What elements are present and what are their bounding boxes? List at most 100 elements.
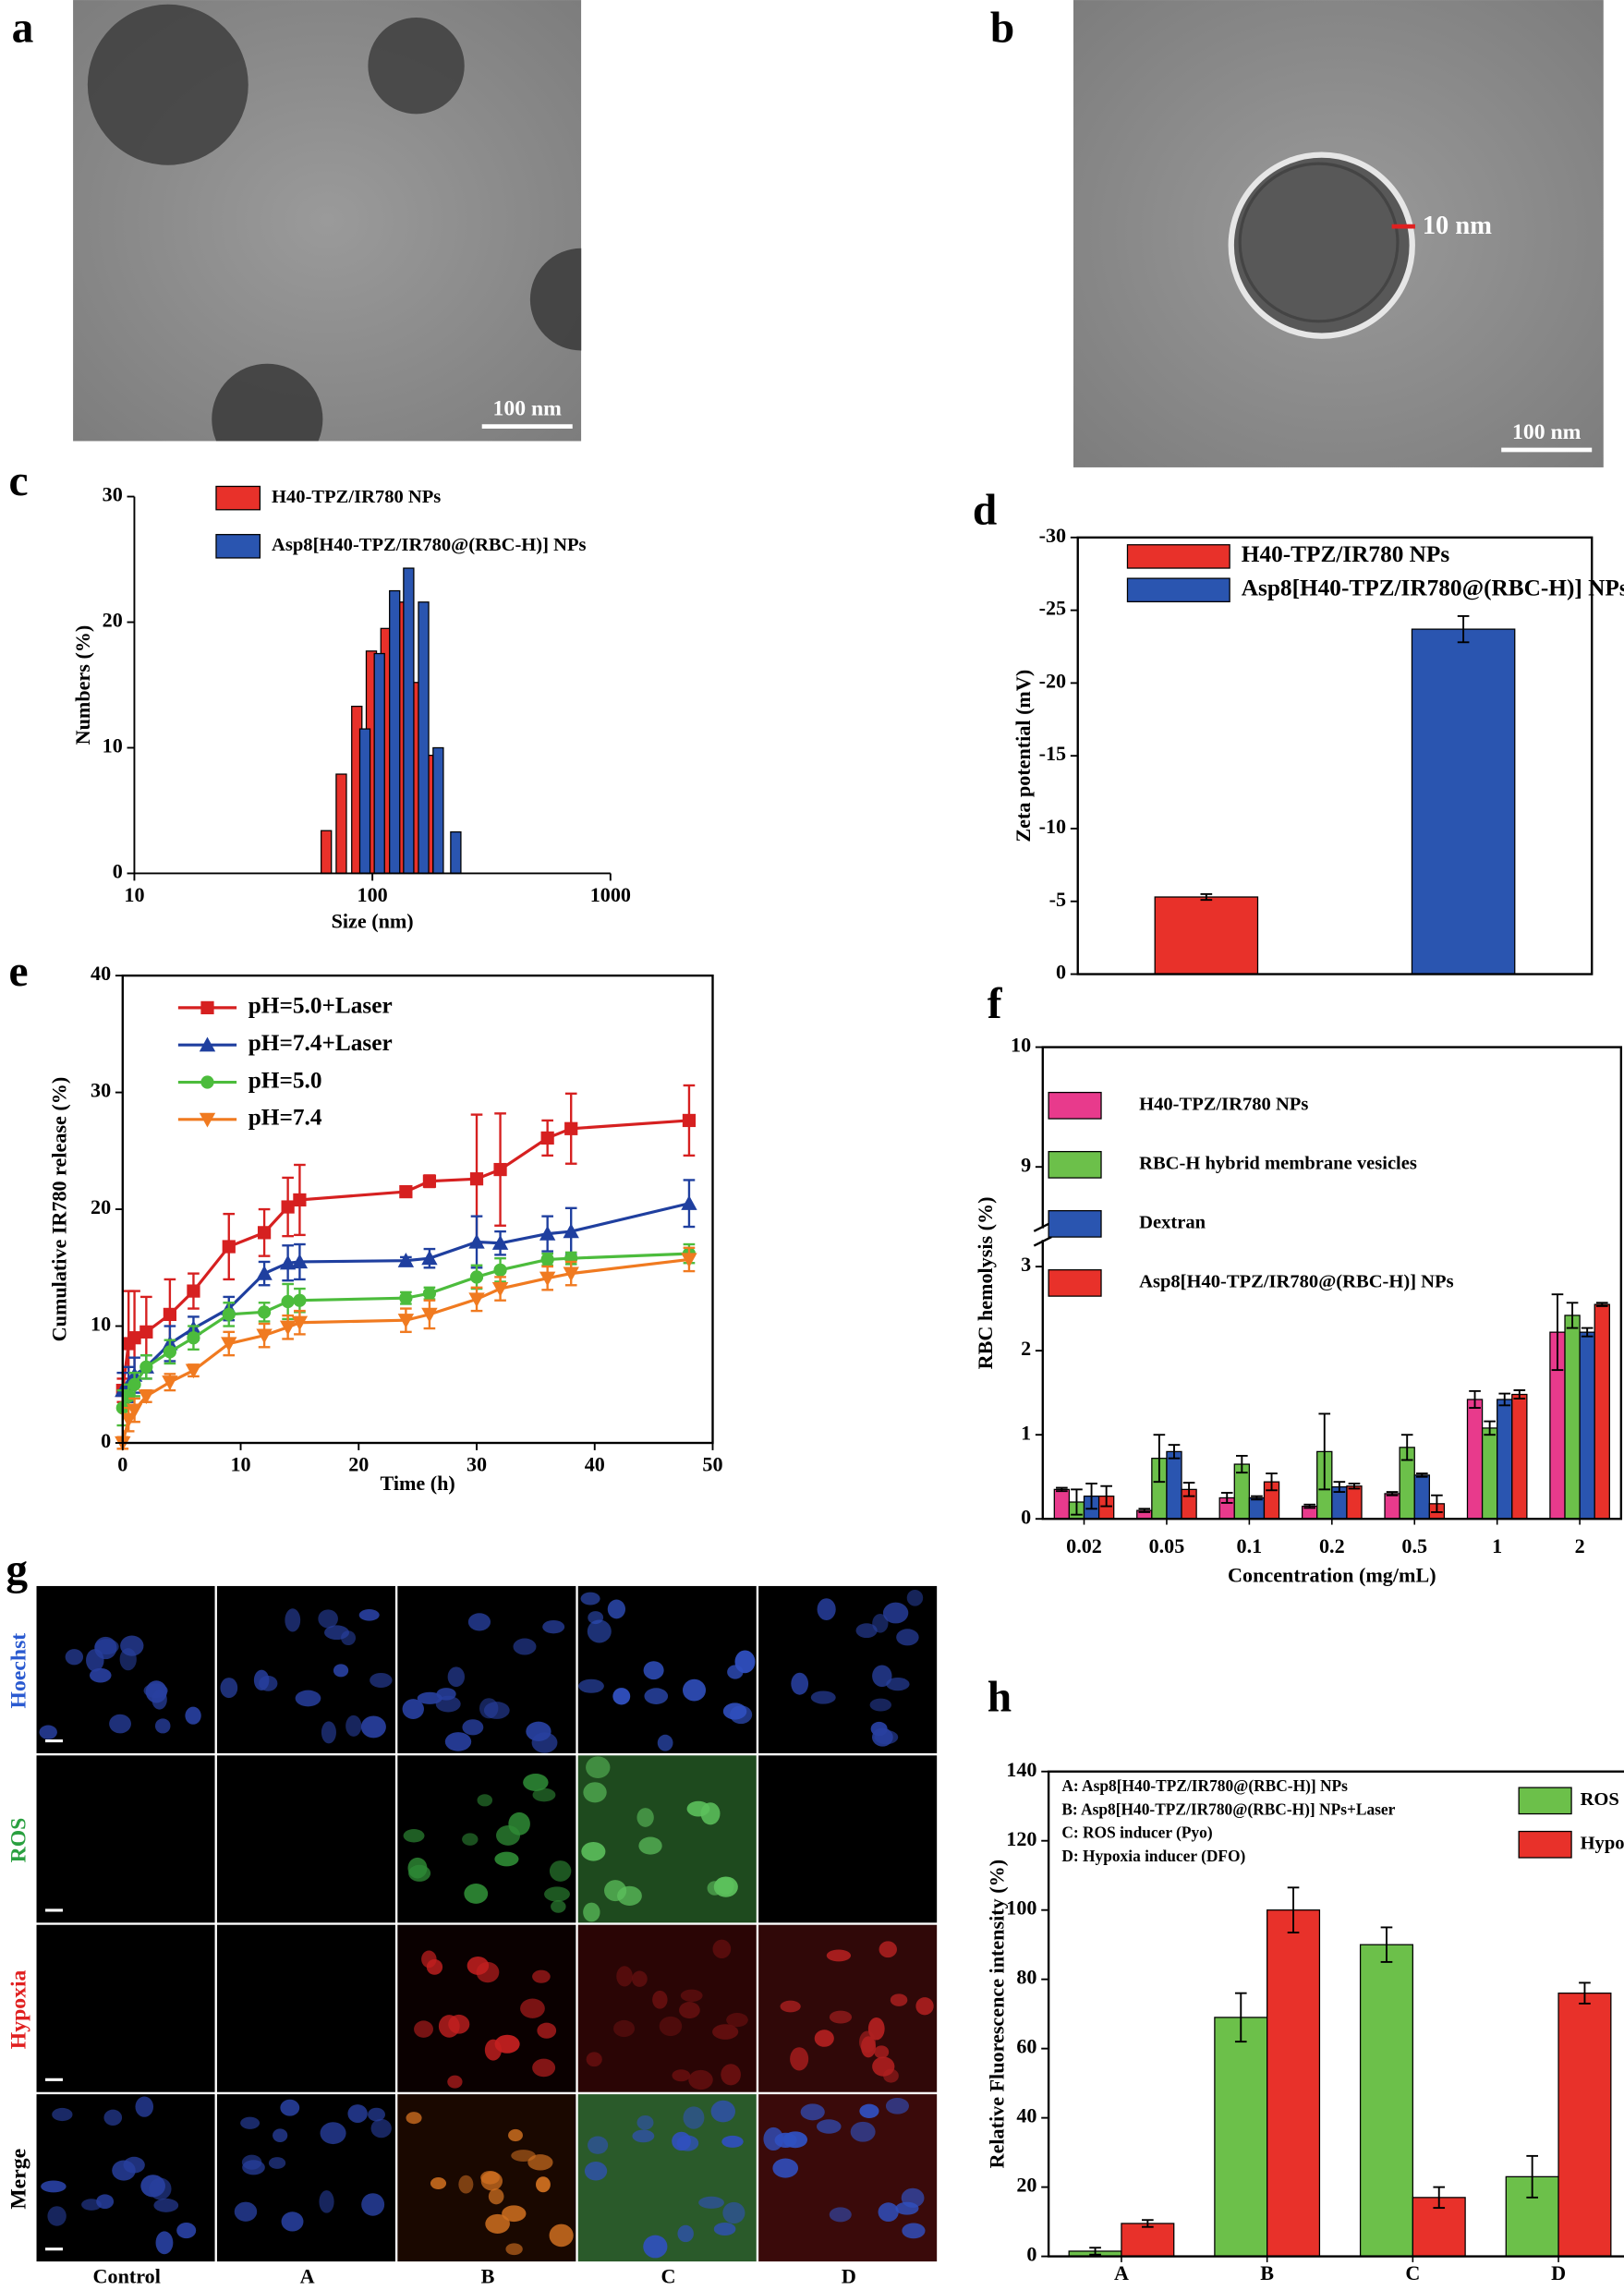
cell-nucleus: [542, 1619, 565, 1634]
legend-label: H40-TPZ/IR780 NPs: [272, 487, 441, 507]
particle: [212, 363, 323, 442]
y-tick-label: 0: [1021, 1505, 1031, 1528]
x-tick-label: 0.05: [1149, 1534, 1185, 1557]
bar: [432, 746, 444, 875]
x-axis-label: Size (nm): [332, 909, 414, 932]
cell-nucleus: [417, 1691, 442, 1704]
legend-swatch: [215, 534, 261, 559]
cell-nucleus: [882, 1602, 909, 1624]
cell-nucleus: [402, 1699, 424, 1719]
cell-nucleus: [659, 2016, 683, 2037]
cell-nucleus: [320, 2122, 346, 2145]
cell-nucleus: [885, 2097, 909, 2114]
cell-nucleus: [874, 2045, 890, 2059]
y-tick-label: 30: [103, 483, 123, 506]
x-tick-label: 40: [585, 1452, 605, 1475]
bar: [1154, 896, 1259, 975]
cell-nucleus: [220, 1678, 238, 1699]
cell-nucleus: [644, 1688, 669, 1704]
cell-nucleus: [494, 1851, 519, 1867]
legend-label: H40-TPZ/IR780 NPs: [1139, 1095, 1308, 1115]
cell-nucleus: [816, 2119, 842, 2134]
y-tick-label: -10: [1039, 815, 1067, 838]
bar: [403, 567, 415, 875]
y-axis-label: Numbers (%): [71, 625, 94, 745]
cell-nucleus: [523, 1774, 549, 1792]
cell-nucleus: [39, 1725, 57, 1739]
cell-nucleus: [447, 1666, 465, 1688]
cell-nucleus: [721, 2064, 741, 2086]
scale-bar-label: 100 nm: [493, 397, 563, 421]
cell-nucleus: [526, 1721, 551, 1741]
tem-image-b: 10 nm 100 nm: [1073, 0, 1604, 467]
marker: [139, 1325, 153, 1339]
row-label: Hoechst: [7, 1633, 31, 1709]
cell-nucleus: [879, 1941, 897, 1958]
cell-nucleus: [902, 2223, 926, 2239]
marker: [293, 1193, 307, 1207]
bar: [321, 830, 333, 875]
x-tick-label: 100: [358, 883, 388, 906]
cell-nucleus: [713, 2222, 736, 2236]
membrane-label: 10 nm: [1423, 212, 1492, 240]
cell-nucleus: [370, 1672, 393, 1688]
cell-nucleus: [632, 2129, 655, 2143]
legend-swatch: [1048, 1210, 1102, 1238]
cell-nucleus: [406, 2112, 422, 2125]
particle: [368, 18, 465, 115]
particle: [1228, 151, 1415, 339]
cell-nucleus: [408, 1864, 431, 1882]
cell-nucleus: [462, 1719, 484, 1736]
marker: [120, 1412, 137, 1428]
cell-nucleus: [790, 2047, 809, 2071]
cell-nucleus: [657, 1734, 673, 1751]
cell-nucleus: [683, 1678, 707, 1702]
row-label: Merge: [7, 2149, 31, 2210]
x-tick-label: 0.5: [1401, 1534, 1427, 1557]
cell-nucleus: [586, 1756, 611, 1779]
legend-swatch: [215, 485, 261, 511]
bar: [1557, 1993, 1612, 2258]
x-tick-label: 0.1: [1237, 1534, 1263, 1557]
panel-label: a: [12, 5, 34, 53]
cell-nucleus: [549, 1860, 572, 1882]
cell-nucleus: [508, 1811, 530, 1836]
y-tick-label: 120: [1006, 1827, 1036, 1850]
cell-nucleus: [280, 2099, 300, 2116]
cell-nucleus: [511, 2150, 536, 2162]
micrograph: [36, 1755, 215, 1923]
marker: [563, 1223, 579, 1239]
cell-nucleus: [436, 1688, 456, 1701]
cell-nucleus: [826, 1949, 852, 1962]
cell-nucleus: [318, 1609, 338, 1629]
marker: [397, 1253, 415, 1267]
cell-nucleus: [414, 2020, 433, 2038]
cell-nucleus: [810, 1690, 836, 1704]
cell-nucleus: [484, 2039, 502, 2061]
y-tick-label: -20: [1039, 669, 1067, 692]
panel-label: g: [6, 1546, 28, 1594]
cell-nucleus: [421, 1950, 437, 1969]
legend-label: ROS: [1581, 1789, 1619, 1810]
panel-label: f: [988, 980, 1003, 1028]
y-tick-label: -30: [1039, 524, 1067, 547]
legend-label: pH=5.0+Laser: [248, 993, 393, 1019]
cell-nucleus: [513, 1638, 537, 1655]
cell-nucleus: [430, 2177, 447, 2190]
row-label: ROS: [7, 1818, 31, 1863]
cell-nucleus: [578, 1678, 604, 1693]
x-tick-label: 0.2: [1319, 1534, 1345, 1557]
cell-nucleus: [253, 1669, 270, 1691]
cell-nucleus: [119, 1648, 137, 1671]
cell-nucleus: [672, 2131, 692, 2151]
y-tick-label: 3: [1021, 1253, 1031, 1276]
cell-nucleus: [721, 2135, 744, 2148]
cell-nucleus: [324, 1625, 350, 1641]
cell-nucleus: [185, 1706, 201, 1725]
legend-swatch: [1126, 544, 1230, 569]
y-tick-label: 100: [1006, 1896, 1036, 1920]
axis-break-mark: [1033, 1236, 1052, 1247]
cell-nucleus: [712, 2024, 739, 2040]
y-tick-label: 2: [1021, 1337, 1031, 1360]
